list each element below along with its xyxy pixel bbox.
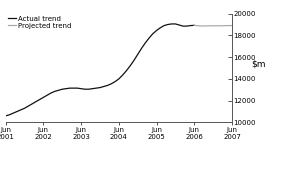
Actual trend [4,115,7,117]
Projected trend [223,25,226,27]
Actual trend [61,88,64,90]
Projected trend [196,25,200,27]
Line: Actual trend: Actual trend [6,24,194,116]
Y-axis label: $m: $m [252,59,266,68]
Projected trend [219,25,222,27]
Projected trend [227,24,230,27]
Actual trend [140,47,143,49]
Actual trend [46,94,49,96]
Projected trend [204,25,207,27]
Actual trend [189,24,192,27]
Actual trend [128,65,132,67]
Projected trend [215,25,219,27]
Line: Projected trend: Projected trend [194,25,232,26]
Projected trend [230,24,234,27]
Projected trend [211,25,215,27]
Projected trend [208,25,211,27]
Legend: Actual trend, Projected trend: Actual trend, Projected trend [7,15,72,29]
Actual trend [64,88,68,90]
Actual trend [193,24,196,26]
Projected trend [200,25,203,27]
Projected trend [193,24,196,26]
Actual trend [170,23,173,25]
